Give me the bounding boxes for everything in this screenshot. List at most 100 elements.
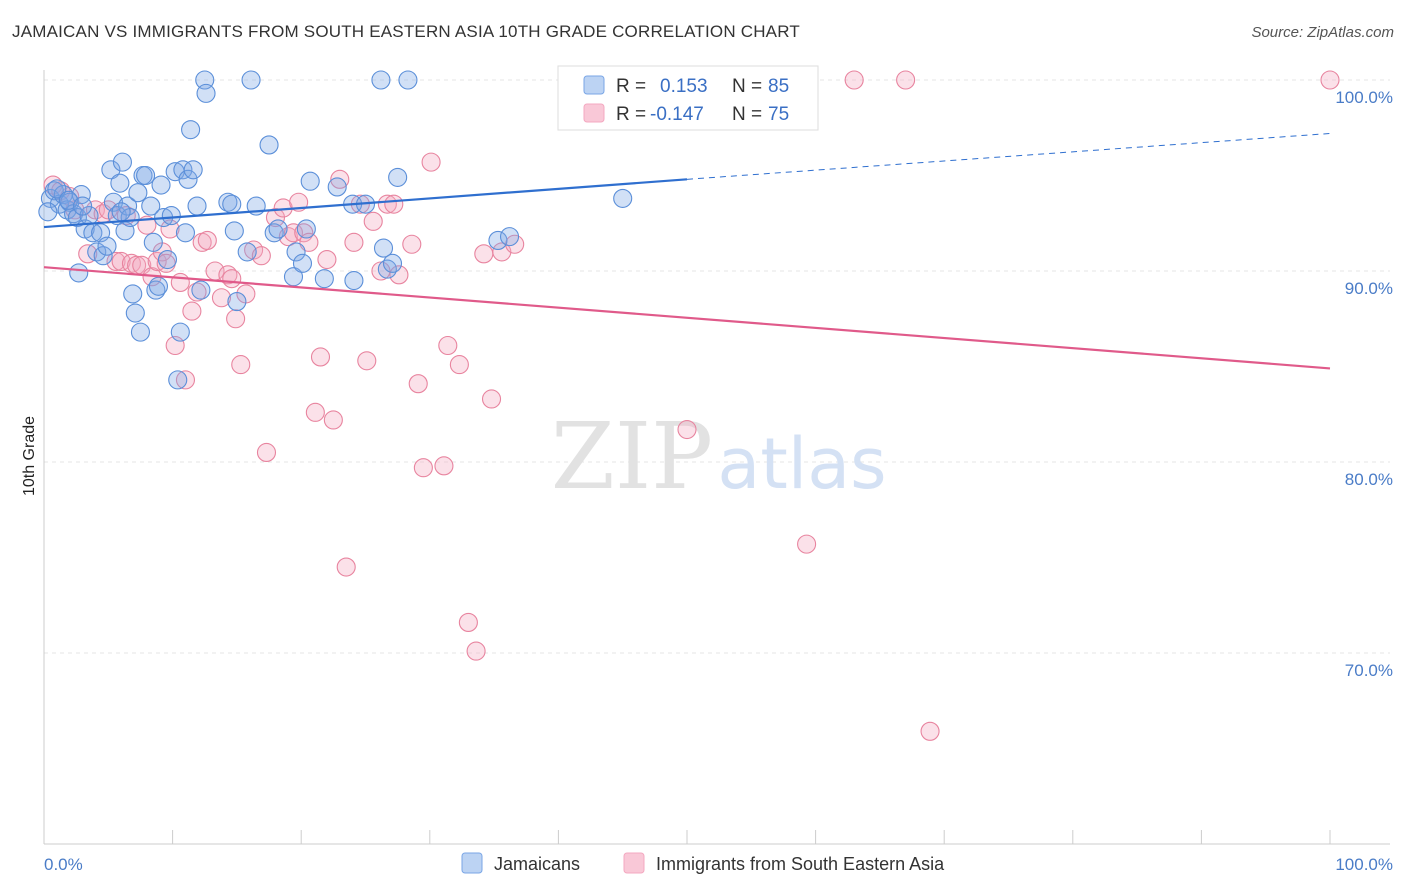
point-jamaicans-24 (123, 284, 143, 304)
point-immigrants-35 (251, 246, 271, 266)
point-immigrants-58 (402, 234, 422, 254)
watermark-zip: ZIP (551, 403, 713, 510)
point-immigrants-67 (474, 244, 494, 264)
point-immigrants-48 (330, 169, 350, 189)
point-immigrants-73 (844, 70, 864, 90)
point-jamaicans-76 (488, 230, 508, 250)
point-jamaicans-47 (191, 280, 211, 300)
point-jamaicans-53 (227, 292, 247, 312)
series-legend: Jamaicans Immigrants from South Eastern … (461, 852, 945, 874)
point-jamaicans-51 (222, 194, 242, 214)
point-jamaicans-75 (398, 70, 418, 90)
legend-n-value-2: 75 (768, 104, 789, 125)
x-tick-right: 100.0% (1335, 855, 1393, 874)
point-jamaicans-83 (69, 263, 89, 283)
point-immigrants-29 (218, 265, 238, 285)
point-jamaicans-78 (613, 188, 633, 208)
point-jamaicans-54 (237, 242, 257, 262)
point-jamaicans-30 (141, 196, 161, 216)
point-immigrants-49 (336, 557, 356, 577)
point-jamaicans-31 (143, 232, 163, 252)
legend-r-value-2: -0.147 (650, 104, 704, 125)
point-immigrants-34 (244, 240, 264, 260)
point-immigrants-21 (170, 272, 190, 293)
point-jamaicans-14 (93, 246, 113, 266)
point-jamaicans-27 (130, 322, 150, 342)
point-jamaicans-70 (373, 238, 394, 258)
legend-n-value-1: 85 (768, 76, 789, 97)
point-jamaicans-55 (241, 70, 261, 90)
trend-line-immigrants (43, 266, 1331, 370)
point-jamaicans-71 (377, 259, 397, 279)
point-immigrants-76 (1320, 70, 1340, 90)
trend-line-jamaicans-extension (686, 132, 1331, 180)
point-jamaicans-25 (125, 303, 145, 323)
axes (43, 70, 1390, 845)
legend-r-label-1: R = (616, 76, 646, 97)
point-jamaicans-34 (151, 175, 171, 195)
point-immigrants-30 (222, 269, 242, 289)
point-immigrants-39 (278, 227, 298, 247)
point-jamaicans-39 (168, 370, 188, 390)
point-jamaicans-81 (58, 190, 78, 210)
point-jamaicans-74 (371, 70, 391, 90)
point-immigrants-62 (434, 456, 454, 476)
point-immigrants-28 (211, 288, 232, 308)
point-immigrants-40 (283, 223, 304, 243)
point-immigrants-68 (481, 389, 502, 409)
legend-swatch-immigrants (583, 103, 605, 123)
point-immigrants-64 (449, 355, 469, 375)
point-immigrants-22 (175, 370, 196, 390)
point-immigrants-75 (920, 721, 940, 741)
point-immigrants-59 (408, 374, 428, 394)
point-immigrants-56 (384, 194, 404, 214)
series-legend-label-jamaicans: Jamaicans (494, 854, 580, 874)
point-jamaicans-63 (296, 219, 316, 239)
legend-r-label-2: R = (616, 104, 646, 125)
point-immigrants-65 (458, 612, 478, 632)
point-jamaicans-65 (314, 269, 334, 289)
point-immigrants-23 (182, 301, 202, 321)
point-immigrants-47 (323, 410, 343, 430)
chart-title: JAMAICAN VS IMMIGRANTS FROM SOUTH EASTER… (12, 22, 800, 41)
trend-lines (43, 132, 1331, 370)
point-jamaicans-40 (170, 322, 190, 342)
y-tick-label-0: 100.0% (1335, 88, 1393, 107)
point-jamaicans-36 (157, 249, 178, 270)
point-immigrants-32 (231, 355, 251, 375)
point-immigrants-52 (357, 351, 377, 371)
x-tick-left: 0.0% (44, 855, 83, 874)
y-tick-label-2: 80.0% (1345, 470, 1393, 489)
point-jamaicans-64 (300, 171, 320, 191)
point-jamaicans-80 (38, 202, 58, 222)
trend-line-jamaicans (43, 178, 688, 229)
legend-r-value-1: 0.153 (660, 76, 708, 97)
point-immigrants-55 (377, 194, 397, 214)
point-jamaicans-29 (136, 165, 156, 186)
point-jamaicans-57 (259, 135, 279, 155)
point-immigrants-66 (466, 641, 486, 661)
point-jamaicans-58 (264, 223, 284, 243)
point-immigrants-44 (305, 402, 325, 422)
point-jamaicans-73 (388, 167, 408, 187)
point-jamaicans-77 (499, 227, 520, 247)
point-jamaicans-19 (110, 173, 130, 193)
point-jamaicans-84 (111, 202, 131, 222)
point-jamaicans-43 (178, 169, 198, 189)
source-label: Source: ZipAtlas.com (1251, 24, 1394, 41)
point-jamaicans-66 (327, 177, 347, 197)
point-immigrants-57 (389, 265, 409, 285)
point-jamaicans-46 (187, 196, 207, 216)
point-jamaicans-68 (344, 270, 364, 291)
point-immigrants-45 (310, 347, 331, 367)
point-jamaicans-49 (196, 83, 216, 103)
watermark: ZIP atlas (551, 403, 887, 510)
watermark-atlas: atlas (717, 423, 886, 505)
point-jamaicans-59 (268, 219, 288, 239)
point-immigrants-36 (256, 442, 277, 463)
point-immigrants-8 (106, 251, 126, 272)
point-immigrants-37 (265, 207, 286, 228)
y-axis-ticks: 100.0% 90.0% 80.0% 70.0% (1335, 88, 1393, 680)
point-immigrants-74 (896, 70, 916, 90)
